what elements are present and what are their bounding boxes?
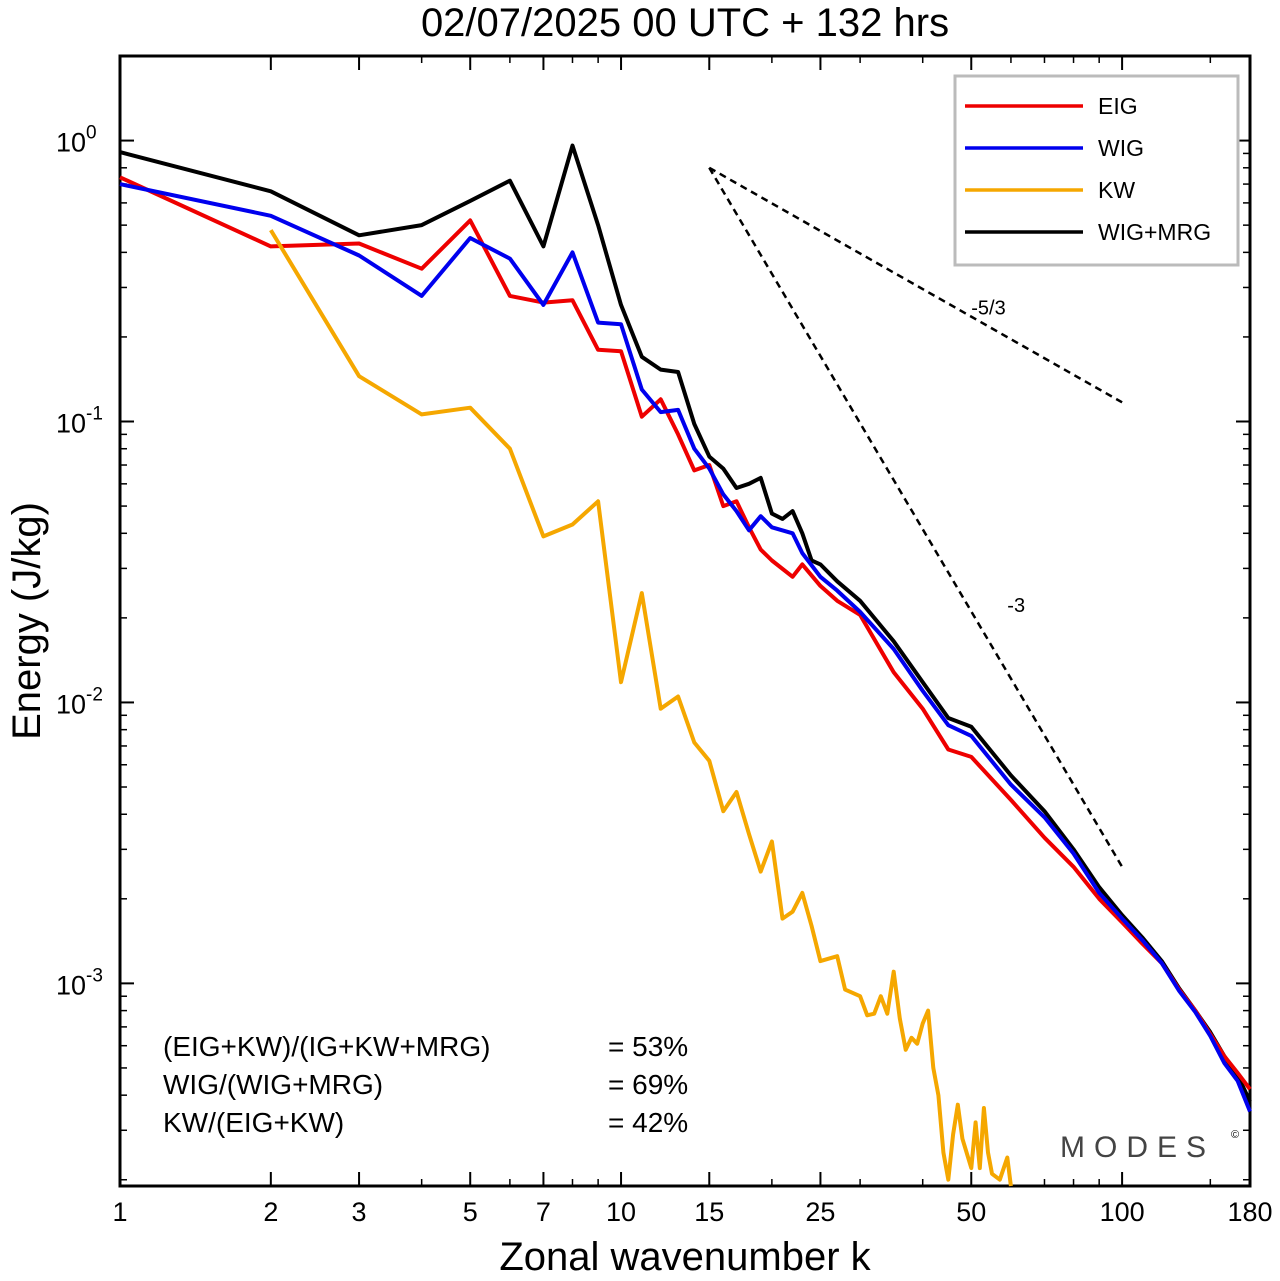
ratio-value: = 69%: [608, 1069, 688, 1100]
legend-label: KW: [1098, 177, 1135, 203]
ratio-value: = 53%: [608, 1031, 688, 1062]
logo-copyright-mark: ©: [1231, 1129, 1239, 1141]
x-tick-label: 2: [263, 1197, 278, 1227]
x-tick-label: 180: [1227, 1197, 1272, 1227]
modes-logo: MODES ©: [1060, 1129, 1239, 1164]
x-tick-label: 1: [112, 1197, 127, 1227]
legend: EIG WIG KW WIG+MRG: [953, 74, 1240, 267]
plot-area: [118, 54, 1252, 1188]
slope-label: -5/3: [971, 298, 1005, 320]
series-line-wig: [119, 182, 1252, 1113]
axis-ticks: [119, 56, 1251, 1186]
ratio-label: KW/(EIG+KW): [163, 1107, 344, 1138]
slope-line: [708, 167, 1124, 868]
ratio-value: = 42%: [608, 1107, 688, 1138]
y-tick-label: 10-1: [56, 404, 103, 439]
x-tick-label: 3: [352, 1197, 367, 1227]
axis-tick-labels: 1 2 3 5 7 10 15 25 50 100 180 100 10-1 10-2 10-3: [56, 123, 1273, 1227]
slope-label: -3: [1007, 595, 1025, 617]
x-tick-label: 50: [956, 1197, 986, 1227]
legend-label: EIG: [1098, 93, 1138, 119]
x-tick-label: 5: [463, 1197, 478, 1227]
slope-reference-lines: -5/3 -3: [708, 166, 1124, 868]
x-axis-label: Zonal wavenumber k: [499, 1235, 871, 1279]
chart-title: 02/07/2025 00 UTC + 132 hrs: [421, 1, 949, 45]
y-axis-label: Energy (J/kg): [5, 502, 49, 740]
series-lines: [119, 143, 1252, 1187]
series-line-kw: [269, 229, 1013, 1187]
series-line-wig-mrg: [119, 143, 1252, 1103]
ratio-annotations: (EIG+KW)/(IG+KW+MRG) = 53% WIG/(WIG+MRG) = …: [163, 1031, 688, 1138]
x-tick-label: 10: [606, 1197, 636, 1227]
legend-label: WIG+MRG: [1098, 219, 1211, 245]
ratio-label: (EIG+KW)/(IG+KW+MRG): [163, 1031, 490, 1062]
y-tick-label: 10-3: [56, 965, 103, 1000]
legend-label: WIG: [1098, 135, 1144, 161]
y-tick-label: 100: [56, 123, 97, 158]
x-tick-label: 25: [805, 1197, 835, 1227]
x-tick-label: 7: [536, 1197, 551, 1227]
x-tick-label: 100: [1100, 1197, 1145, 1227]
x-tick-label: 15: [694, 1197, 724, 1227]
y-tick-label: 10-2: [56, 684, 103, 719]
logo-text: MODES: [1060, 1131, 1215, 1164]
ratio-label: WIG/(WIG+MRG): [163, 1069, 383, 1100]
series-line-eig: [119, 175, 1252, 1091]
